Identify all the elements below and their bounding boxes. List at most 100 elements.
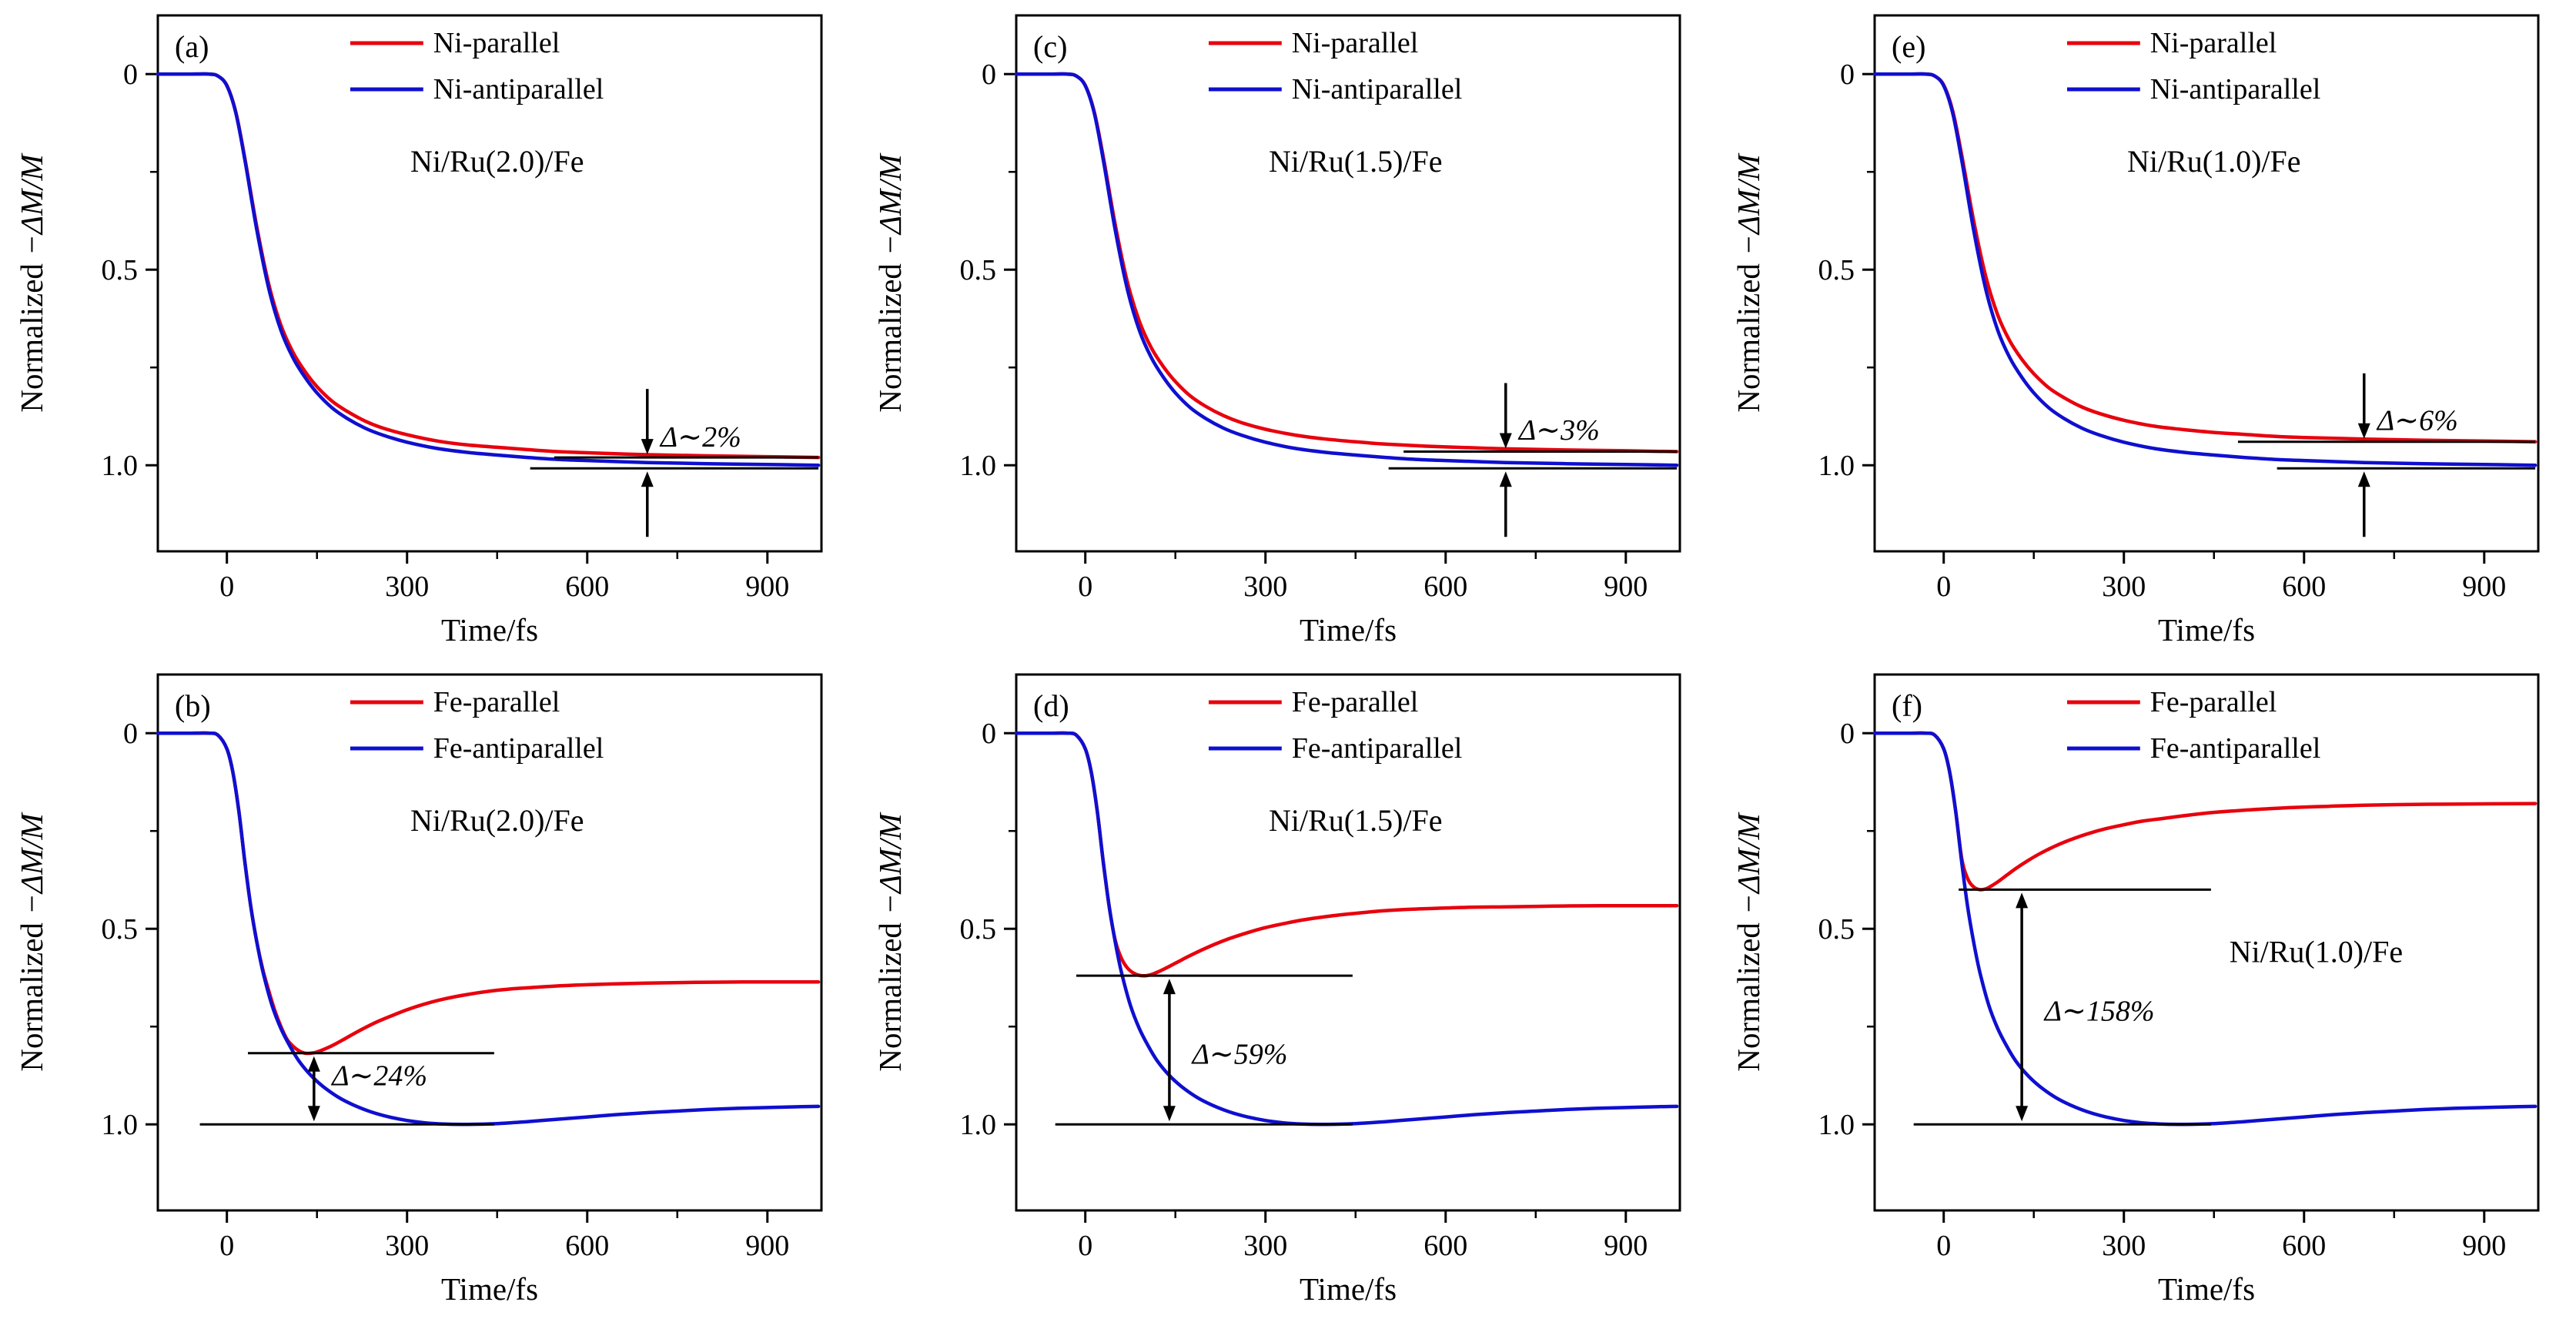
legend-label-antiparallel: Ni-antiparallel [1292,73,1463,105]
panel-tag-b: (b) [175,688,211,723]
x-tick-label: 0 [1078,571,1092,603]
double-arrow-head-top [2016,892,2029,909]
panel-f: 0 300 600 900 0 0.5 1.0 Time/fs Normalized −ΔM/M… [1717,659,2575,1318]
curve-Fe-parallel [156,731,821,1056]
arrow-down-head [641,439,654,455]
x-tick-label: 300 [2102,1230,2146,1262]
legend-label-parallel: Ni-parallel [2150,27,2277,59]
y-tick-label: 1.0 [102,450,139,482]
x-tick-label: 900 [745,571,789,603]
sample-label: Ni/Ru(1.5)/Fe [1269,144,1443,179]
legend-label-antiparallel: Ni-antiparallel [2150,73,2321,105]
x-axis-label: Time/fs [1300,612,1397,648]
plot-d-svg: 0 300 600 900 0 0.5 1.0 Time/fs Normalized −ΔM/M… [872,673,1681,1307]
y-tick-label: 1.0 [102,1109,139,1141]
y-tick-label: 1.0 [960,1109,997,1141]
plot-b-svg: 0 300 600 900 0 0.5 1.0 Time/fs Normalized −ΔM/M… [14,673,823,1307]
x-tick-label: 0 [1936,571,1951,603]
plot-a-svg: 0 300 600 900 0 0.5 1.0 Time/fs Normalized −ΔM/M… [14,14,823,648]
axis-box [1015,673,1681,1212]
x-axis-label: Time/fs [441,612,538,648]
panel-tag-d: (d) [1033,688,1069,723]
panel-tag-a: (a) [175,29,209,64]
double-arrow-head-bottom [307,1106,320,1122]
axis-box [156,14,823,553]
x-tick-label: 900 [2462,571,2506,603]
legend-label-antiparallel: Fe-antiparallel [1292,732,1463,765]
curve-Fe-antiparallel [1014,731,1679,1127]
y-axis-label: Normalized −ΔM/M [1731,812,1766,1072]
delta-annotation: Δ∼2% [659,421,741,454]
arrow-up-head [1499,471,1512,487]
legend-label-parallel: Ni-parallel [1292,27,1419,59]
double-arrow-head-top [1163,979,1176,995]
x-tick-label: 0 [1936,1230,1951,1262]
y-axis-label: Normalized −ΔM/M [872,812,908,1072]
panel-tag-c: (c) [1033,29,1067,64]
y-tick-label: 0 [982,59,996,91]
arrow-down-head [2357,423,2370,439]
y-tick-label: 0 [1840,59,1855,91]
x-tick-label: 0 [1078,1230,1092,1262]
legend-label-parallel: Ni-parallel [433,27,560,59]
panel-b: 0 300 600 900 0 0.5 1.0 Time/fs Normalized −ΔM/M… [0,659,858,1318]
x-axis-label: Time/fs [2158,612,2255,648]
double-arrow-head-top [307,1056,320,1072]
y-axis-label: Normalized −ΔM/M [1731,152,1766,413]
x-tick-label: 900 [2462,1230,2506,1262]
x-tick-label: 600 [2282,571,2326,603]
y-axis-label: Normalized −ΔM/M [14,152,49,413]
axis-box [156,673,823,1212]
x-tick-label: 600 [565,571,609,603]
arrow-up-head [641,471,654,487]
legend-label-antiparallel: Ni-antiparallel [433,73,604,105]
panel-tag-f: (f) [1892,688,1922,723]
x-tick-label: 600 [2282,1230,2326,1262]
x-tick-label: 300 [1243,571,1287,603]
sample-label: Ni/Ru(1.5)/Fe [1269,803,1443,838]
y-tick-label: 0.5 [960,913,997,946]
plot-e-svg: 0 300 600 900 0 0.5 1.0 Time/fs Normalized −ΔM/M… [1731,14,2540,648]
curve-Ni-antiparallel [1014,72,1679,467]
delta-annotation: Δ∼24% [330,1060,427,1092]
y-tick-label: 0.5 [960,254,997,286]
delta-annotation: Δ∼3% [1517,414,1600,447]
legend-label-parallel: Fe-parallel [433,686,560,718]
panel-tag-e: (e) [1892,29,1925,64]
y-tick-label: 1.0 [1818,1109,1855,1141]
x-tick-label: 300 [1243,1230,1287,1262]
panel-d: 0 300 600 900 0 0.5 1.0 Time/fs Normalized −ΔM/M… [858,659,1717,1318]
sample-label: Ni/Ru(2.0)/Fe [410,803,584,838]
sample-label: Ni/Ru(2.0)/Fe [410,144,584,179]
axis-box [1015,14,1681,553]
x-tick-label: 600 [565,1230,609,1262]
y-axis-label: Normalized −ΔM/M [872,152,908,413]
y-tick-label: 0.5 [102,913,139,946]
y-tick-label: 1.0 [960,450,997,482]
sample-label: Ni/Ru(1.0)/Fe [2230,934,2404,969]
x-tick-label: 900 [1604,571,1648,603]
x-tick-label: 300 [385,571,429,603]
x-axis-label: Time/fs [2158,1271,2255,1307]
y-tick-label: 1.0 [1818,450,1855,482]
curve-Fe-antiparallel [156,731,821,1127]
y-axis-label: Normalized −ΔM/M [14,812,49,1072]
plot-c-svg: 0 300 600 900 0 0.5 1.0 Time/fs Normalized −ΔM/M… [872,14,1681,648]
y-tick-label: 0 [123,59,138,91]
x-tick-label: 0 [219,1230,234,1262]
delta-annotation: Δ∼59% [1191,1038,1288,1070]
curve-Ni-parallel [156,72,821,460]
y-tick-label: 0.5 [1818,913,1855,946]
curve-Ni-antiparallel [1872,72,2538,467]
panel-e: 0 300 600 900 0 0.5 1.0 Time/fs Normalized −ΔM/M… [1717,0,2575,659]
delta-annotation: Δ∼6% [2376,405,2458,437]
double-arrow-head-bottom [2016,1106,2029,1122]
x-tick-label: 600 [1423,571,1467,603]
panel-c: 0 300 600 900 0 0.5 1.0 Time/fs Normalized −ΔM/M… [858,0,1717,659]
x-tick-label: 300 [385,1230,429,1262]
axis-box [1873,673,2540,1212]
y-tick-label: 0.5 [1818,254,1855,286]
y-tick-label: 0 [123,718,138,750]
double-arrow-head-bottom [1163,1106,1176,1122]
legend-label-parallel: Fe-parallel [1292,686,1419,718]
